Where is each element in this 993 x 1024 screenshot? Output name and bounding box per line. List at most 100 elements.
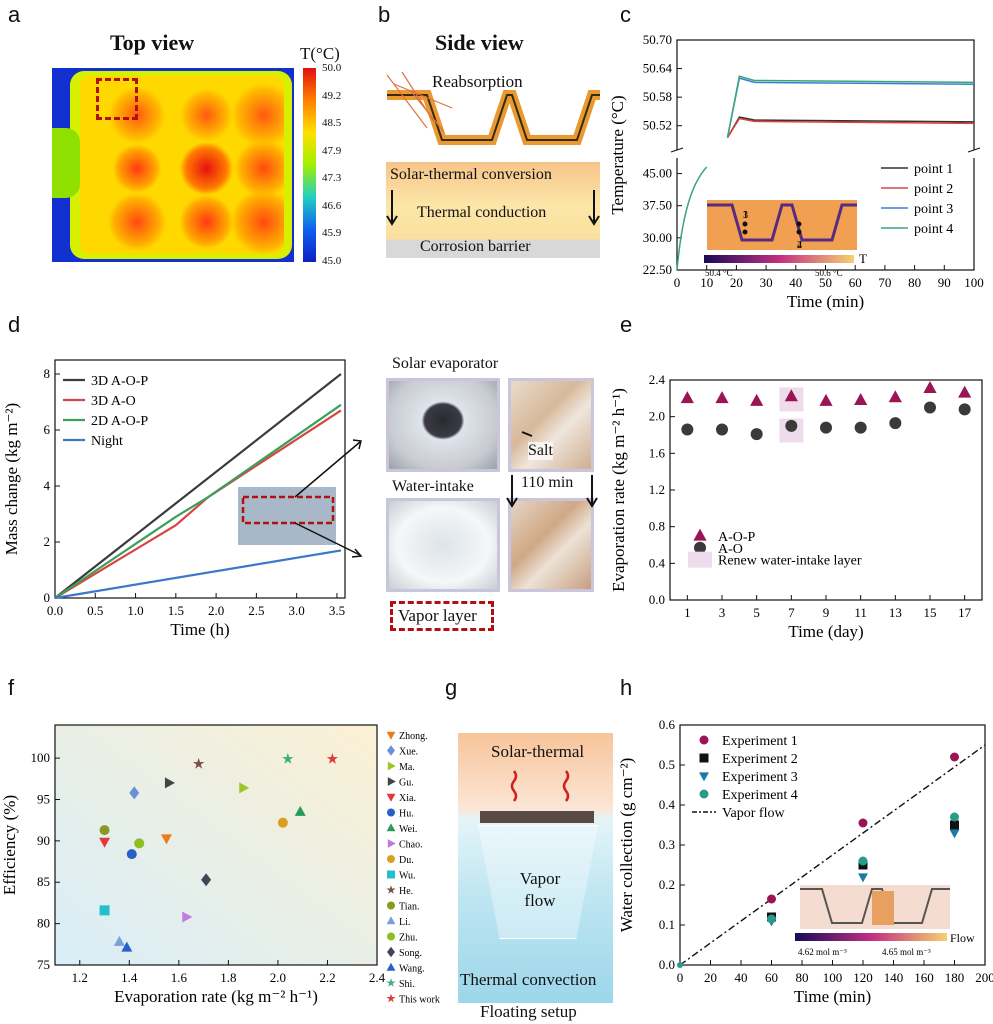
data-point-A-O-P: [784, 389, 798, 402]
evaporator-photo: [386, 378, 500, 472]
data-point-A-O: [716, 423, 728, 436]
data-point-A-O-P: [750, 393, 764, 406]
inset-profile: [800, 888, 950, 924]
legend-label: Du.: [399, 855, 414, 866]
y-tick-label: 100: [31, 750, 51, 765]
y-tick-label: 1.6: [649, 445, 666, 460]
legend-marker: [387, 839, 396, 848]
layer-thermal-conduction: Thermal conduction: [417, 204, 547, 221]
legend-marker: [386, 962, 396, 971]
y-tick-label: 22.50: [643, 262, 672, 277]
pointer-arrow: [294, 522, 363, 558]
x-tick-label: 80: [908, 275, 921, 290]
data-point-Zhong.: [160, 834, 172, 845]
inset-point-label: 3: [743, 210, 748, 221]
data-point-Xia.: [99, 837, 111, 848]
y-tick-label: 50.64: [643, 61, 673, 76]
y-tick-label: 75: [37, 957, 50, 972]
floating-setup-illustration: [458, 733, 613, 1003]
water-intake-photo: [386, 498, 500, 592]
salt-photo-before: [508, 378, 594, 472]
legend-label: Zhu.: [399, 933, 418, 944]
x-tick-label: 2.0: [208, 603, 224, 618]
data-point-A-O: [820, 421, 832, 434]
data-point-A-O: [924, 401, 936, 414]
panel-label-e: e: [620, 312, 633, 337]
data-point-Li.: [113, 935, 125, 946]
inset-min-label: 50.4 °C: [705, 268, 733, 278]
legend-marker: [387, 901, 395, 910]
y-tick-label: 95: [37, 791, 50, 806]
x-axis-label: Time (min): [787, 292, 864, 311]
legend-marker: [386, 978, 396, 987]
x-axis-label: Time (min): [794, 987, 871, 1006]
data-point-A-O-P: [680, 391, 694, 404]
x-tick-label: 0.5: [87, 603, 103, 618]
x-axis-label: Time (day): [788, 622, 863, 641]
legend-label: This work: [399, 995, 440, 1006]
legend-marker: [699, 789, 709, 799]
inset-colorbar: [704, 255, 854, 263]
x-tick-label: 90: [938, 275, 951, 290]
y-tick-label: 0.2: [659, 877, 675, 892]
x-tick-label: 1.8: [220, 970, 236, 985]
y-tick-label: 37.50: [643, 198, 672, 213]
panel-label-h: h: [620, 675, 633, 700]
legend-label: Wei.: [399, 824, 417, 835]
legend-marker: [699, 772, 709, 782]
x-tick-label: 50: [819, 275, 832, 290]
chart-d: 0.0 0.5 1.0 1.5 2.0 2.5 3.0 3.5 0 2 4 6 8 Time (h) Mas…: [2, 359, 363, 639]
colorbar-tick: 45.9: [322, 227, 342, 239]
x-tick-label: 120: [853, 970, 873, 985]
data-point-Wei.: [294, 805, 306, 816]
legend-label-3D A-O-P: 3D A-O-P: [91, 374, 148, 389]
colorbar-tick: 45.0: [322, 254, 342, 267]
x-tick-label: 140: [884, 970, 904, 985]
x-tick-label: 9: [823, 605, 830, 620]
y-tick-label: 45.00: [643, 166, 672, 181]
inset-point-label: 2: [797, 240, 802, 251]
x-axis-label: Evaporation rate (kg m⁻² h⁻¹): [114, 987, 318, 1006]
series-line-point 3: [726, 77, 975, 138]
data-point-Experiment 1: [858, 818, 868, 828]
x-tick-label: 100: [964, 275, 984, 290]
legend-marker: [386, 823, 396, 832]
y-tick-label: 0.0: [659, 957, 675, 972]
legend-marker: [387, 870, 395, 879]
x-tick-label: 160: [914, 970, 934, 985]
inset-selection-box: [241, 495, 335, 525]
legend-label: Hu.: [399, 809, 414, 820]
chart-f: 1.2 1.4 1.6 1.8 2.0 2.2 2.4 75 80 85 90 95 100 Evapor…: [0, 724, 440, 1006]
data-point-Experiment 4: [858, 856, 868, 866]
x-tick-label: 1.0: [127, 603, 143, 618]
data-point-Gu.: [164, 777, 175, 789]
data-point-Wang.: [121, 941, 133, 952]
legend-label: Wu.: [399, 871, 416, 882]
inset-point: [742, 221, 748, 227]
legend-marker: [699, 753, 709, 763]
data-point-He.: [193, 757, 205, 769]
data-point-This work: [326, 752, 339, 764]
duration-label: 110 min: [521, 474, 574, 491]
y-tick-label: 0.6: [659, 717, 676, 732]
colorbar-tick: 47.3: [322, 172, 342, 184]
layer-solar-thermal: Solar-thermal conversion: [390, 166, 552, 183]
thermal-image: [52, 68, 294, 262]
series-line-2D A-O-P: [54, 403, 342, 599]
legend-label: Zhong.: [399, 731, 428, 742]
y-tick-label: 1.2: [649, 482, 665, 497]
x-tick-label: 60: [849, 275, 862, 290]
y-tick-label: 30.00: [643, 230, 672, 245]
data-point-Experiment 3: [858, 873, 868, 883]
vapor-flow-label: Vapor flow: [519, 869, 561, 910]
data-point-A-O: [958, 403, 971, 416]
inset-colorbar: [795, 933, 947, 941]
x-tick-label: 17: [958, 605, 972, 620]
data-point-Experiment 3: [949, 829, 960, 839]
x-tick-label: 10: [700, 275, 713, 290]
y-tick-label: 0.4: [659, 797, 676, 812]
inset-point: [796, 229, 802, 235]
legend-label: Song.: [399, 948, 422, 959]
pointer-arrow: [294, 439, 362, 498]
